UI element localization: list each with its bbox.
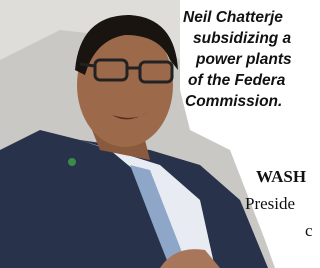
caption-line: power plants [195, 51, 292, 68]
body-line: Preside [245, 194, 295, 213]
dateline: WASH [256, 167, 306, 186]
caption-line: Neil Chatterje [183, 9, 283, 26]
caption-line: subsidizing a [193, 30, 292, 47]
body-line: c [305, 221, 313, 240]
caption-line: of the Federa [188, 72, 286, 89]
caption: Neil Chatterje subsidizing a power plants o… [183, 9, 292, 110]
caption-line: Commission. [185, 93, 282, 110]
clipping: Neil Chatterje subsidizing a power plants o… [0, 0, 317, 268]
page: Neil Chatterje subsidizing a power plants o… [0, 0, 320, 268]
